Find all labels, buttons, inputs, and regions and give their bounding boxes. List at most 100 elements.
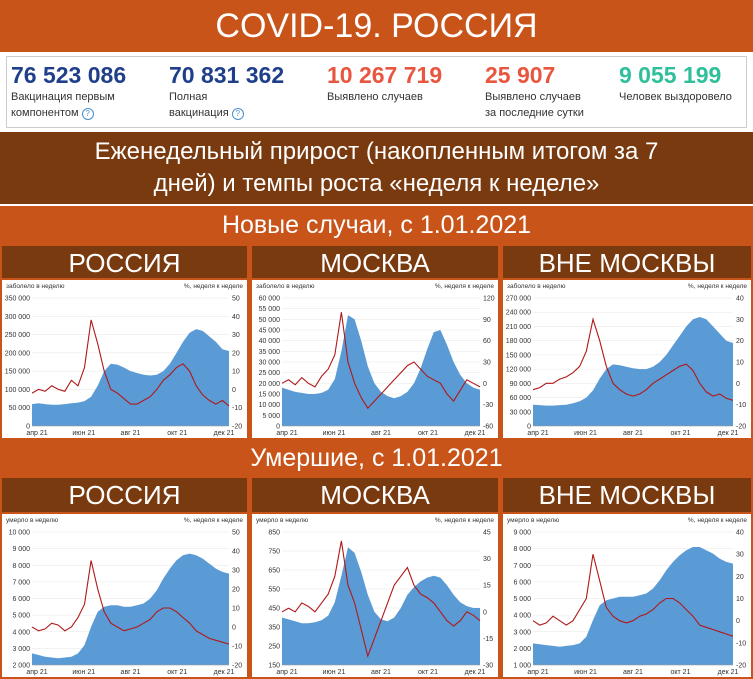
y2-tick-label: 10 [232,369,240,376]
y2-tick-label: 40 [232,314,240,321]
x-tick-label: авг 21 [121,669,141,676]
right-axis-label: %, неделя к неделе [688,283,747,290]
chart-svg: умерло в неделю%, неделя к неделе2 0003 … [2,514,247,677]
y-tick-label: 350 000 [5,296,30,303]
x-tick-label: апр 21 [276,669,297,676]
y-tick-label: 100 000 [5,387,30,394]
y-tick-label: 60 000 [259,296,281,303]
region-label-russia: РОССИЯ [2,246,247,280]
x-tick-label: июн 21 [323,430,346,437]
y-tick-label: 25 000 [259,370,281,377]
y2-tick-label: 10 [736,360,744,367]
help-icon[interactable]: ? [232,108,244,120]
y-tick-label: 180 000 [506,338,531,345]
right-axis-label: %, неделя к неделе [435,283,494,290]
x-tick-label: авг 21 [371,430,391,437]
left-axis-label: заболело в неделю [6,282,65,290]
y-tick-label: 9 000 [12,546,30,553]
y2-tick-label: -10 [232,644,242,651]
y2-tick-label: 0 [483,381,487,388]
y-tick-label: 250 [268,644,280,651]
y-tick-label: 5 000 [12,613,30,620]
y-tick-label: 8 000 [513,546,531,553]
y2-tick-label: -10 [736,640,746,647]
y-tick-label: 450 [268,606,280,613]
y-tick-label: 3 000 [513,629,531,636]
stat-value: 9 055 199 [619,61,745,89]
x-tick-label: июн 21 [323,669,346,676]
y2-tick-label: 30 [483,556,491,563]
y-tick-label: 50 000 [9,405,31,412]
y-tick-label: 350 [268,625,280,632]
stat-recovered: 9 055 199 Человек выздоровело [619,61,745,105]
weekly-title-line1: Еженедельный прирост (накопленным итогом… [0,136,753,168]
stat-value: 25 907 [485,61,615,89]
y2-tick-label: 30 [736,552,744,559]
x-tick-label: дек 21 [718,430,739,437]
y-tick-label: 10 000 [9,530,31,537]
y2-tick-label: 40 [736,296,744,303]
y2-tick-label: 60 [483,338,491,345]
y2-tick-label: 40 [736,530,744,537]
y-tick-label: 40 000 [259,338,281,345]
chart-svg: умерло в неделю%, неделя к неделе1502503… [252,514,498,677]
y-tick-label: 4 000 [12,629,30,636]
y-tick-label: 6 000 [12,596,30,603]
y-tick-label: 300 000 [5,314,30,321]
region-label-moscow: МОСКВА [252,246,498,280]
chart-deaths-russia: умерло в неделю%, неделя к неделе 2 000 3 … [2,514,247,677]
chart-deaths-outside: умерло в неделю%, неделя к неделе 1 000 2 … [503,514,751,677]
x-tick-label: дек 21 [718,669,739,676]
stats-panel: 76 523 086 Вакцинация первым компонентом… [6,56,747,128]
x-tick-label: дек 21 [214,669,235,676]
chart-svg: умерло в неделю%, неделя к неделе1 0002 … [503,514,751,677]
stat-value: 70 831 362 [169,61,319,89]
left-axis-label: умерло в неделю [256,517,308,524]
y-tick-label: 60 000 [510,395,532,402]
y2-tick-label: 40 [232,549,240,556]
stat-vaccination-full: 70 831 362 Полная вакцинация? [169,61,319,121]
region-label-russia: РОССИЯ [2,478,247,512]
chart-svg: заболело в неделю %, неделя к неделе 0 5 00… [252,280,498,438]
y-tick-label: 90 000 [510,381,532,388]
y2-tick-label: 20 [232,587,240,594]
y2-tick-label: -15 [483,636,493,643]
y-tick-label: 850 [268,530,280,537]
y-tick-label: 750 [268,549,280,556]
right-axis-label: %, неделя к неделе [688,517,747,524]
y2-tick-label: -10 [736,402,746,409]
stat-label-2: компонентом? [11,105,161,121]
x-tick-label: авг 21 [623,430,643,437]
stat-label: Выявлено случаев [327,89,477,105]
y2-tick-label: 20 [736,338,744,345]
y-tick-label: 50 000 [259,317,281,324]
x-tick-label: июн 21 [72,430,95,437]
x-tick-label: дек 21 [465,669,486,676]
chart-cases-outside: заболело в неделю%, неделя к неделе 0 30 0… [503,280,751,438]
y2-tick-label: 20 [736,574,744,581]
stat-label-2: вакцинация? [169,105,319,121]
y2-tick-label: 50 [232,530,240,537]
left-axis-label: заболело в неделю [507,282,566,290]
y2-tick-label: 30 [483,360,491,367]
y2-tick-label: 0 [232,625,236,632]
y-tick-label: 6 000 [513,579,531,586]
stat-cases-day: 25 907 Выявлено случаев за последние сут… [485,61,615,121]
y2-tick-label: 0 [483,609,487,616]
weekly-title: Еженедельный прирост (накопленным итогом… [0,132,753,204]
y2-tick-label: 45 [483,530,491,537]
y-tick-label: 5 000 [262,413,280,420]
left-axis-label: умерло в неделю [6,517,58,524]
y-tick-label: 120 000 [506,367,531,374]
y2-tick-label: 30 [232,332,240,339]
y2-tick-label: 20 [232,350,240,357]
x-tick-label: апр 21 [527,430,548,437]
help-icon[interactable]: ? [82,108,94,120]
chart-cases-russia: заболело в неделю %, неделя к неделе 0 50 0… [2,280,247,438]
y-tick-label: 15 000 [259,392,281,399]
stat-cases-total: 10 267 719 Выявлено случаев [327,61,477,105]
left-axis-label: заболело в неделю [256,282,315,290]
stat-vaccination-first: 76 523 086 Вакцинация первым компонентом… [11,61,161,121]
x-tick-label: авг 21 [121,430,141,437]
region-label-moscow: МОСКВА [252,478,498,512]
